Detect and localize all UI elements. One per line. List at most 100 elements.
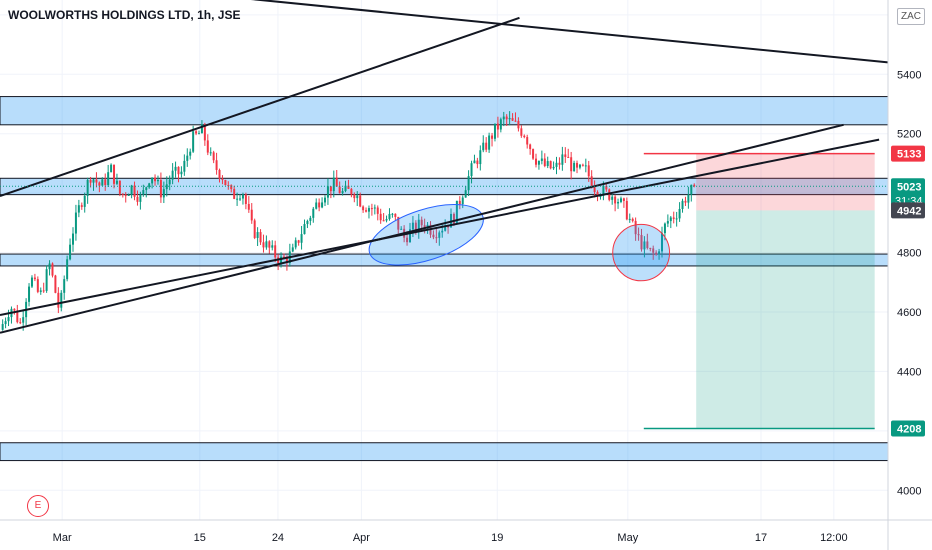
candle-body <box>341 191 344 194</box>
candle-body <box>80 205 83 207</box>
candle-body <box>4 321 7 325</box>
candle-body <box>268 241 271 248</box>
candle-body <box>262 242 265 248</box>
highlight-ellipses[interactable] <box>362 192 671 282</box>
candle-body <box>83 195 86 207</box>
candle-body <box>388 213 391 220</box>
candle-body <box>485 142 488 150</box>
candle-body <box>274 245 277 258</box>
highlight-ellipse-blue[interactable] <box>362 192 491 277</box>
candle-body <box>649 247 652 249</box>
candle-body <box>608 189 611 200</box>
trendline[interactable] <box>0 16 520 198</box>
candle-body <box>382 220 385 222</box>
candle-body <box>256 232 259 238</box>
candle-body <box>209 152 212 154</box>
grid-horizontal <box>0 14 888 491</box>
short-position-tool[interactable] <box>643 152 875 430</box>
candle-body <box>236 198 239 200</box>
candle-body <box>452 213 455 224</box>
price-axis[interactable]: 560054005200500048004600440042004000 <box>887 0 921 550</box>
candle-body <box>693 184 696 187</box>
candle-body <box>534 158 537 165</box>
candle-body <box>297 240 300 243</box>
time-tick-label: May <box>617 532 638 544</box>
candle-body <box>379 213 382 221</box>
candle-body <box>605 185 608 190</box>
take-profit-area[interactable] <box>696 210 875 429</box>
price-tick-label: 5200 <box>897 129 921 141</box>
candle-body <box>148 183 151 188</box>
candle-body <box>631 218 634 221</box>
candle-body <box>634 220 637 235</box>
trendline[interactable] <box>231 0 889 64</box>
entry-tag: 4942 <box>897 205 921 217</box>
time-axis[interactable]: Mar 15 24 Apr 19 May 17 12:00 <box>0 519 932 544</box>
candle-body <box>54 275 57 293</box>
zone-rectangle[interactable] <box>0 442 889 462</box>
candle-body <box>159 180 162 198</box>
candle-body <box>432 234 435 238</box>
highlight-ellipse-red[interactable] <box>612 223 671 282</box>
candle-body <box>470 163 473 177</box>
candle-body <box>637 234 640 236</box>
candle-body <box>200 124 203 134</box>
candle-body <box>482 142 485 151</box>
candle-body <box>285 258 288 264</box>
candle-body <box>593 187 596 192</box>
candle-body <box>139 194 142 202</box>
candle-body <box>98 182 101 186</box>
earnings-event-badge[interactable]: E <box>27 495 49 517</box>
candle-body <box>397 216 400 230</box>
currency-label[interactable]: ZAC <box>897 8 925 25</box>
candle-body <box>338 186 341 194</box>
candle-body <box>1 324 4 330</box>
candle-body <box>491 135 494 139</box>
time-tick-label: 19 <box>491 532 503 544</box>
candle-body <box>171 170 174 180</box>
candle-body <box>212 152 215 161</box>
candle-body <box>51 263 54 276</box>
candle-body <box>643 241 646 250</box>
candlesticks <box>1 111 696 331</box>
candle-body <box>145 187 148 191</box>
candle-body <box>672 217 675 219</box>
candle-body <box>619 198 622 202</box>
candle-body <box>502 116 505 120</box>
candle-body <box>602 185 605 196</box>
candle-body <box>347 185 350 189</box>
candle-body <box>189 151 192 156</box>
candle-body <box>423 225 426 229</box>
trendlines[interactable] <box>0 0 889 334</box>
candle-body <box>66 259 69 280</box>
stop-tag: 5133 <box>897 149 921 161</box>
zone-rectangle[interactable] <box>0 96 889 126</box>
time-tick-label: Apr <box>353 532 370 544</box>
candle-body <box>406 237 409 243</box>
price-tick-label: 4600 <box>897 307 921 319</box>
trendline[interactable] <box>0 138 880 316</box>
symbol-title[interactable]: WOOLWORTHS HOLDINGS LTD, 1h, JSE <box>8 8 241 22</box>
candle-body <box>549 161 552 169</box>
time-tick-label: 17 <box>755 532 767 544</box>
stop-loss-area[interactable] <box>696 153 875 211</box>
candle-body <box>496 123 499 130</box>
candle-body <box>115 180 118 184</box>
trendline[interactable] <box>0 123 844 334</box>
candle-body <box>655 252 658 255</box>
candle-body <box>48 263 51 270</box>
candle-body <box>326 186 329 198</box>
time-tick-label: 24 <box>272 532 284 544</box>
candle-body <box>584 165 587 167</box>
candle-body <box>206 140 209 153</box>
candle-body <box>555 162 558 167</box>
candle-body <box>444 226 447 231</box>
candle-body <box>467 176 470 191</box>
candle-body <box>476 160 479 165</box>
candle-body <box>353 194 356 199</box>
candle-body <box>104 179 107 186</box>
candle-body <box>133 185 136 197</box>
candle-body <box>195 131 198 134</box>
candle-body <box>678 208 681 219</box>
